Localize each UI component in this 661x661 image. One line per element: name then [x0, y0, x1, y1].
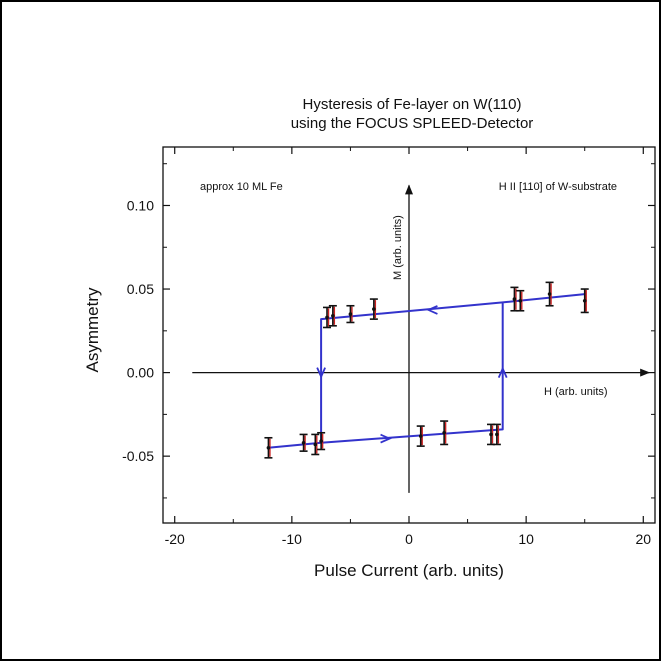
data-point — [442, 430, 446, 435]
loop-direction-arrow — [426, 305, 438, 315]
x-axis-title: Pulse Current (arb. units) — [314, 561, 504, 580]
plot-area: -20 -10 0 10 20 -0.05 0.00 0.05 0.10 — [122, 146, 656, 547]
data-point — [301, 440, 306, 445]
x-tick-label: -10 — [282, 531, 302, 547]
annotation-top-right: H II [110] of W-substrate — [499, 181, 617, 193]
inner-x-axis-label: H (arb. units) — [544, 386, 608, 398]
x-tick-label: 0 — [405, 531, 413, 547]
data-point — [348, 312, 353, 316]
chart-title-line-2: using the FOCUS SPLEED-Detector — [291, 115, 534, 132]
data-point — [319, 439, 323, 443]
hysteresis-loop-line — [268, 293, 586, 449]
loop-direction-arrow — [380, 433, 392, 444]
y-tick-label: -0.05 — [122, 448, 154, 464]
y-tick-label: 0.05 — [127, 281, 154, 297]
inner-y-axis-label: M (arb. units) — [392, 215, 404, 280]
annotation-top-left: approx 10 ML Fe — [200, 181, 283, 193]
data-point — [518, 298, 523, 303]
x-tick-label: 10 — [518, 531, 534, 547]
data-point — [495, 432, 499, 437]
x-tick-label: -20 — [165, 531, 185, 547]
data-point — [547, 292, 552, 296]
data-point — [331, 313, 335, 318]
y-tick-label: 0.00 — [127, 365, 154, 381]
chart-title-line-1: Hysteresis of Fe-layer on W(110) — [303, 96, 522, 113]
x-tick-label: 20 — [635, 531, 651, 547]
data-point — [313, 442, 318, 447]
data-point — [266, 446, 271, 450]
y-axis-title: Asymmetry — [83, 287, 102, 373]
data-point — [325, 315, 329, 320]
data-point — [418, 434, 423, 438]
loop-direction-arrow — [316, 367, 326, 379]
data-point — [582, 298, 587, 303]
loop-direction-arrow — [497, 366, 508, 378]
data-point — [489, 432, 493, 437]
y-tick-label: 0.10 — [127, 197, 154, 213]
data-point — [372, 307, 376, 311]
data-point — [512, 297, 517, 301]
